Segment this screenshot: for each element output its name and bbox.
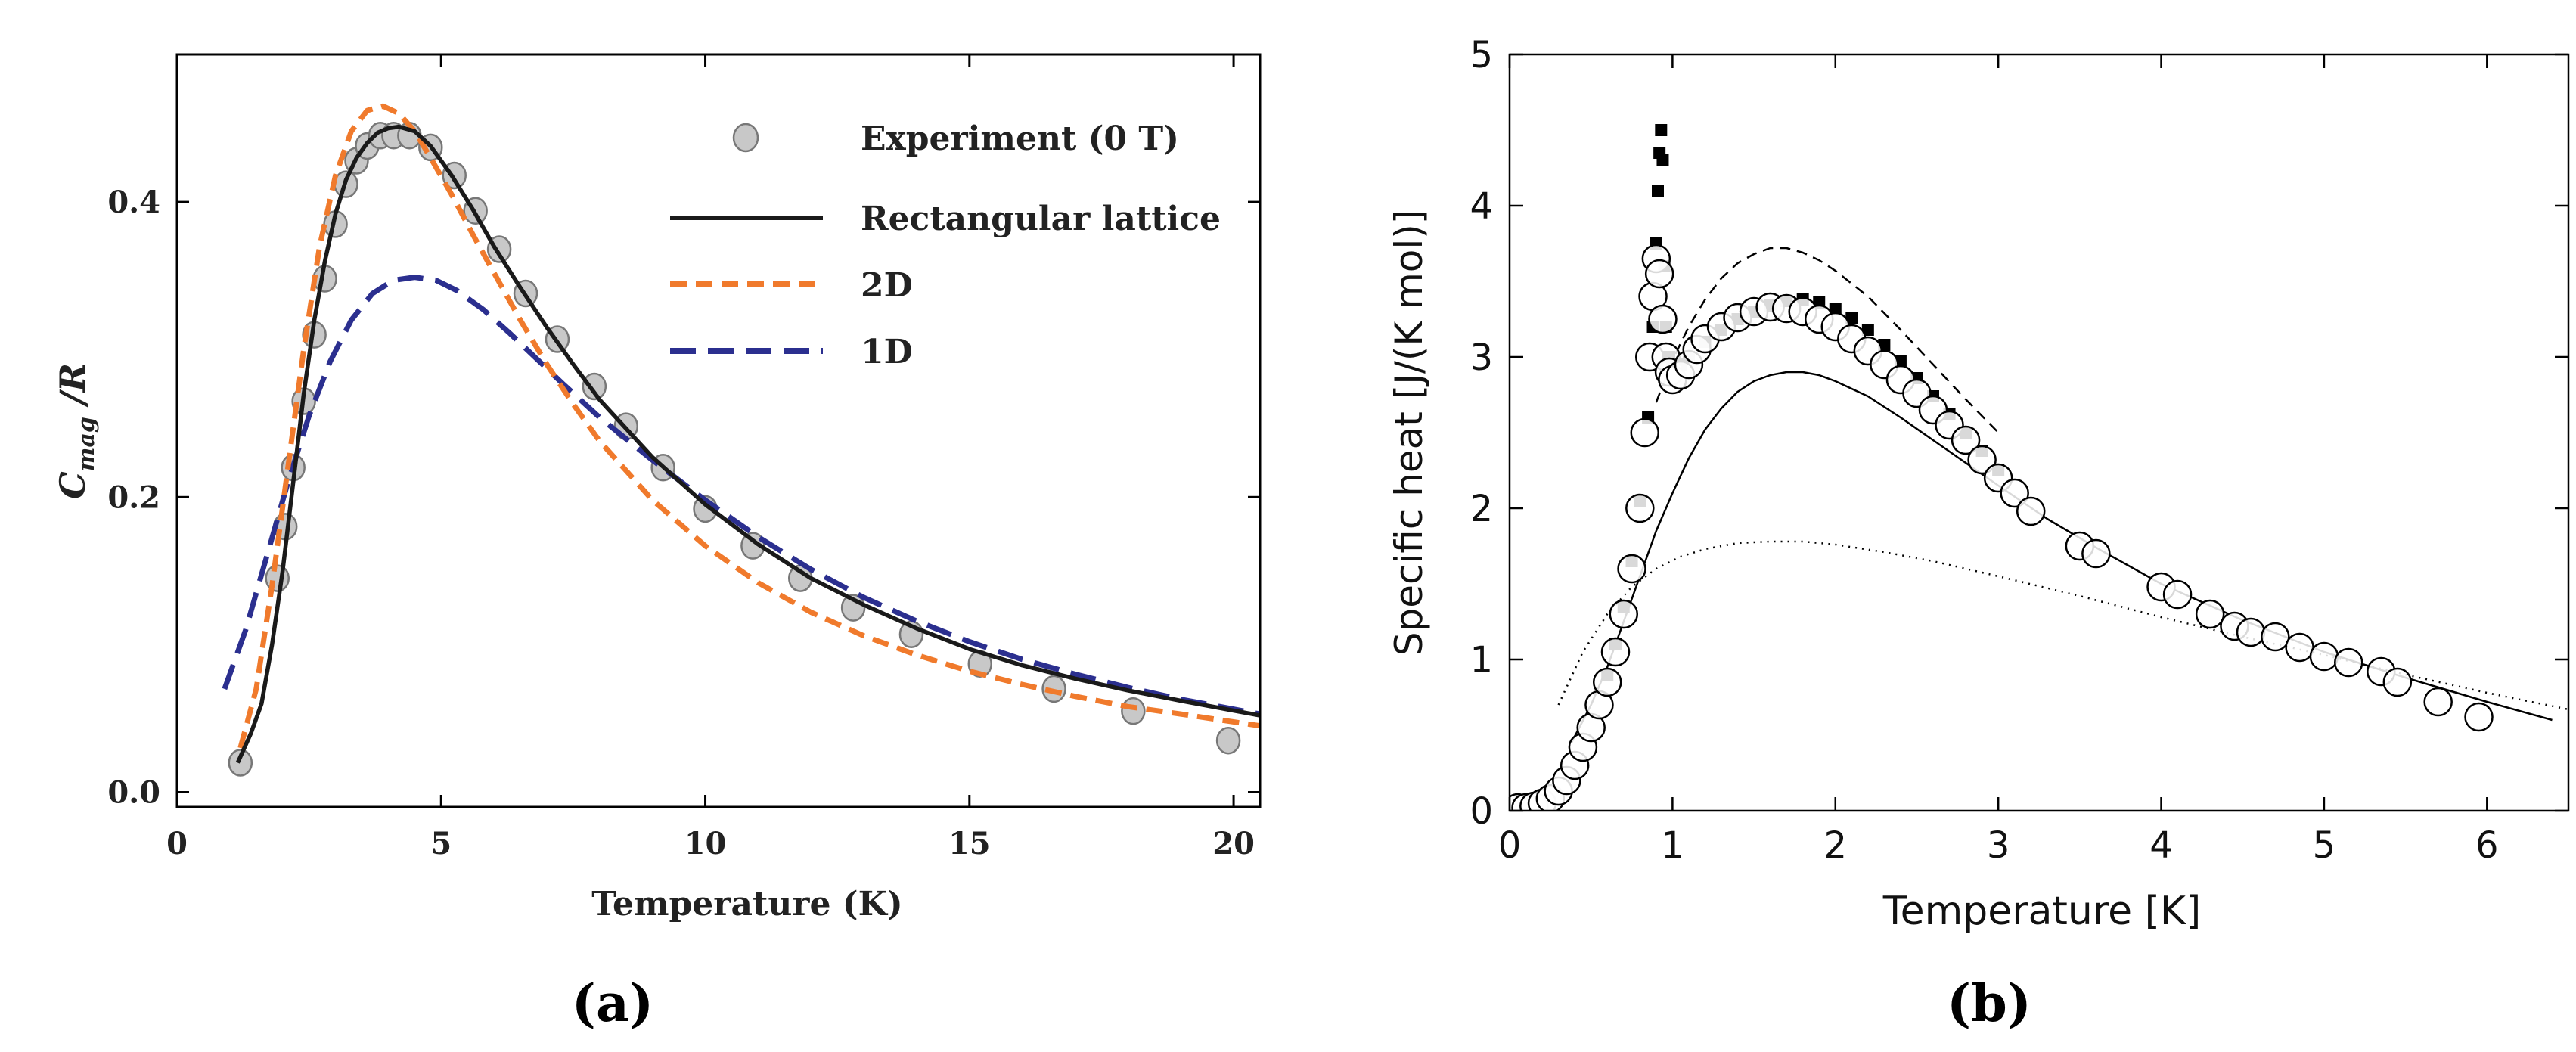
open-circle-point — [2162, 579, 2193, 610]
square-point — [1861, 324, 1874, 336]
caption-b: (b) — [1947, 973, 2031, 1034]
panel-a-ytick-label: 0.0 — [107, 774, 160, 810]
panel-b-ytick-label: 1 — [1470, 639, 1493, 681]
panel-a-xlabel: Temperature (K) — [591, 885, 902, 923]
open-circle-point — [2195, 599, 2225, 629]
panel-b-xtick-label: 0 — [1498, 824, 1522, 867]
panel-b-ytick-label: 0 — [1470, 790, 1493, 833]
caption-a: (a) — [572, 973, 653, 1034]
open-circle-point — [2309, 641, 2339, 672]
panel-b-ytick-label: 2 — [1470, 488, 1493, 530]
experiment-point — [228, 749, 253, 777]
panel-b-xtick-label: 5 — [2313, 824, 2336, 867]
open-circle-point — [1630, 417, 1660, 448]
square-point — [1845, 312, 1858, 324]
panel-b-xtick-label: 4 — [2149, 824, 2173, 867]
panel-b-xtick-label: 2 — [1823, 824, 1847, 867]
panel-b-ylabel: Specific heat [J/(K mol)] — [1387, 209, 1431, 656]
panel-b-ytick-label: 4 — [1470, 185, 1493, 228]
series-2d-line — [237, 103, 1260, 749]
legend-experiment-label: Experiment (0 T) — [861, 119, 1179, 158]
panel-a-ticks: 0 5 10 15 20 0.0 0.2 0.4 — [107, 54, 1260, 861]
open-circle-point — [1617, 554, 1646, 584]
panel-a-ylabel-main: C — [52, 471, 93, 499]
panel-a: 0 5 10 15 20 0.0 0.2 0.4 Temperature (K) Cmag /… — [52, 53, 1262, 1034]
open-circle-point — [2000, 478, 2029, 508]
panel-a-xtick-label: 15 — [948, 826, 991, 861]
legend-experiment-marker — [732, 123, 759, 153]
panel-a-xtick-label: 10 — [684, 826, 727, 861]
experiment-point — [1215, 726, 1241, 755]
open-circle-point — [2464, 702, 2494, 732]
panel-b-xtick-label: 6 — [2475, 824, 2499, 867]
open-circle-point — [2423, 687, 2453, 717]
series-dotted-line — [1557, 540, 2568, 711]
open-circle-point — [1600, 637, 1631, 667]
panel-a-ytick-label: 0.4 — [107, 185, 160, 220]
open-circle-point — [2236, 617, 2266, 647]
panel-b-ytick-label: 3 — [1470, 337, 1493, 379]
panel-a-series — [222, 103, 1260, 777]
panel-a-ylabel-tail: /R — [52, 363, 93, 417]
panel-a-xtick-label: 0 — [166, 826, 188, 861]
panel-a-xtick-label: 5 — [430, 826, 452, 861]
open-circle-point — [1967, 445, 1997, 475]
panel-b-xtick-label: 1 — [1661, 824, 1684, 867]
panel-a-ylabel: Cmag /R — [52, 363, 100, 499]
panel-b-xlabel: Temperature [K] — [1882, 889, 2202, 934]
panel-a-xtick-label: 20 — [1212, 826, 1255, 861]
panel-a-ytick-label: 0.2 — [107, 479, 160, 515]
legend-rectangular-label: Rectangular lattice — [861, 200, 1221, 238]
open-circle-point — [1951, 425, 1981, 455]
panel-b-series — [1510, 124, 2568, 811]
open-circle-point — [2261, 622, 2290, 652]
legend-1d-label: 1D — [861, 333, 913, 371]
panel-a-ylabel-sub: mag — [73, 417, 100, 471]
experiment-point — [582, 372, 607, 401]
series-1d-line — [222, 275, 1260, 717]
open-circle-point — [1592, 667, 1622, 697]
panel-b: 0 1 2 3 4 5 6 0 1 2 3 4 5 Temperature [K] Specific h… — [1387, 34, 2570, 1034]
panel-b-ticks: 0 1 2 3 4 5 6 0 1 2 3 4 5 — [1470, 34, 2568, 867]
square-point — [1655, 124, 1668, 136]
panel-a-plot-area — [222, 103, 1260, 777]
panel-a-frame — [175, 53, 1262, 808]
square-point — [1829, 303, 1842, 315]
open-circle-point — [2081, 538, 2111, 569]
open-circle-point — [1644, 259, 1674, 289]
panel-b-ytick-label: 5 — [1470, 34, 1493, 76]
panel-a-legend: Experiment (0 T) Rectangular lattice 2D … — [670, 119, 1221, 371]
open-circle-point — [1609, 599, 1639, 629]
open-circle-point — [2382, 667, 2413, 697]
square-point — [1652, 185, 1664, 197]
experiment-point — [1121, 697, 1146, 725]
open-circle-point — [2016, 496, 2046, 526]
open-circle-point — [2333, 647, 2363, 678]
series-rectangular-line — [235, 124, 1260, 764]
open-circle-point — [1648, 304, 1678, 334]
open-circle-point — [1625, 493, 1655, 523]
open-circle-point — [2285, 632, 2314, 663]
legend-2d-label: 2D — [861, 266, 913, 305]
square-point — [1656, 154, 1669, 166]
panel-b-plot-area — [1510, 124, 2568, 811]
panel-b-xtick-label: 3 — [1987, 824, 2010, 867]
series-dashed-line — [1655, 247, 2000, 433]
panel-b-frame — [1508, 53, 2570, 812]
